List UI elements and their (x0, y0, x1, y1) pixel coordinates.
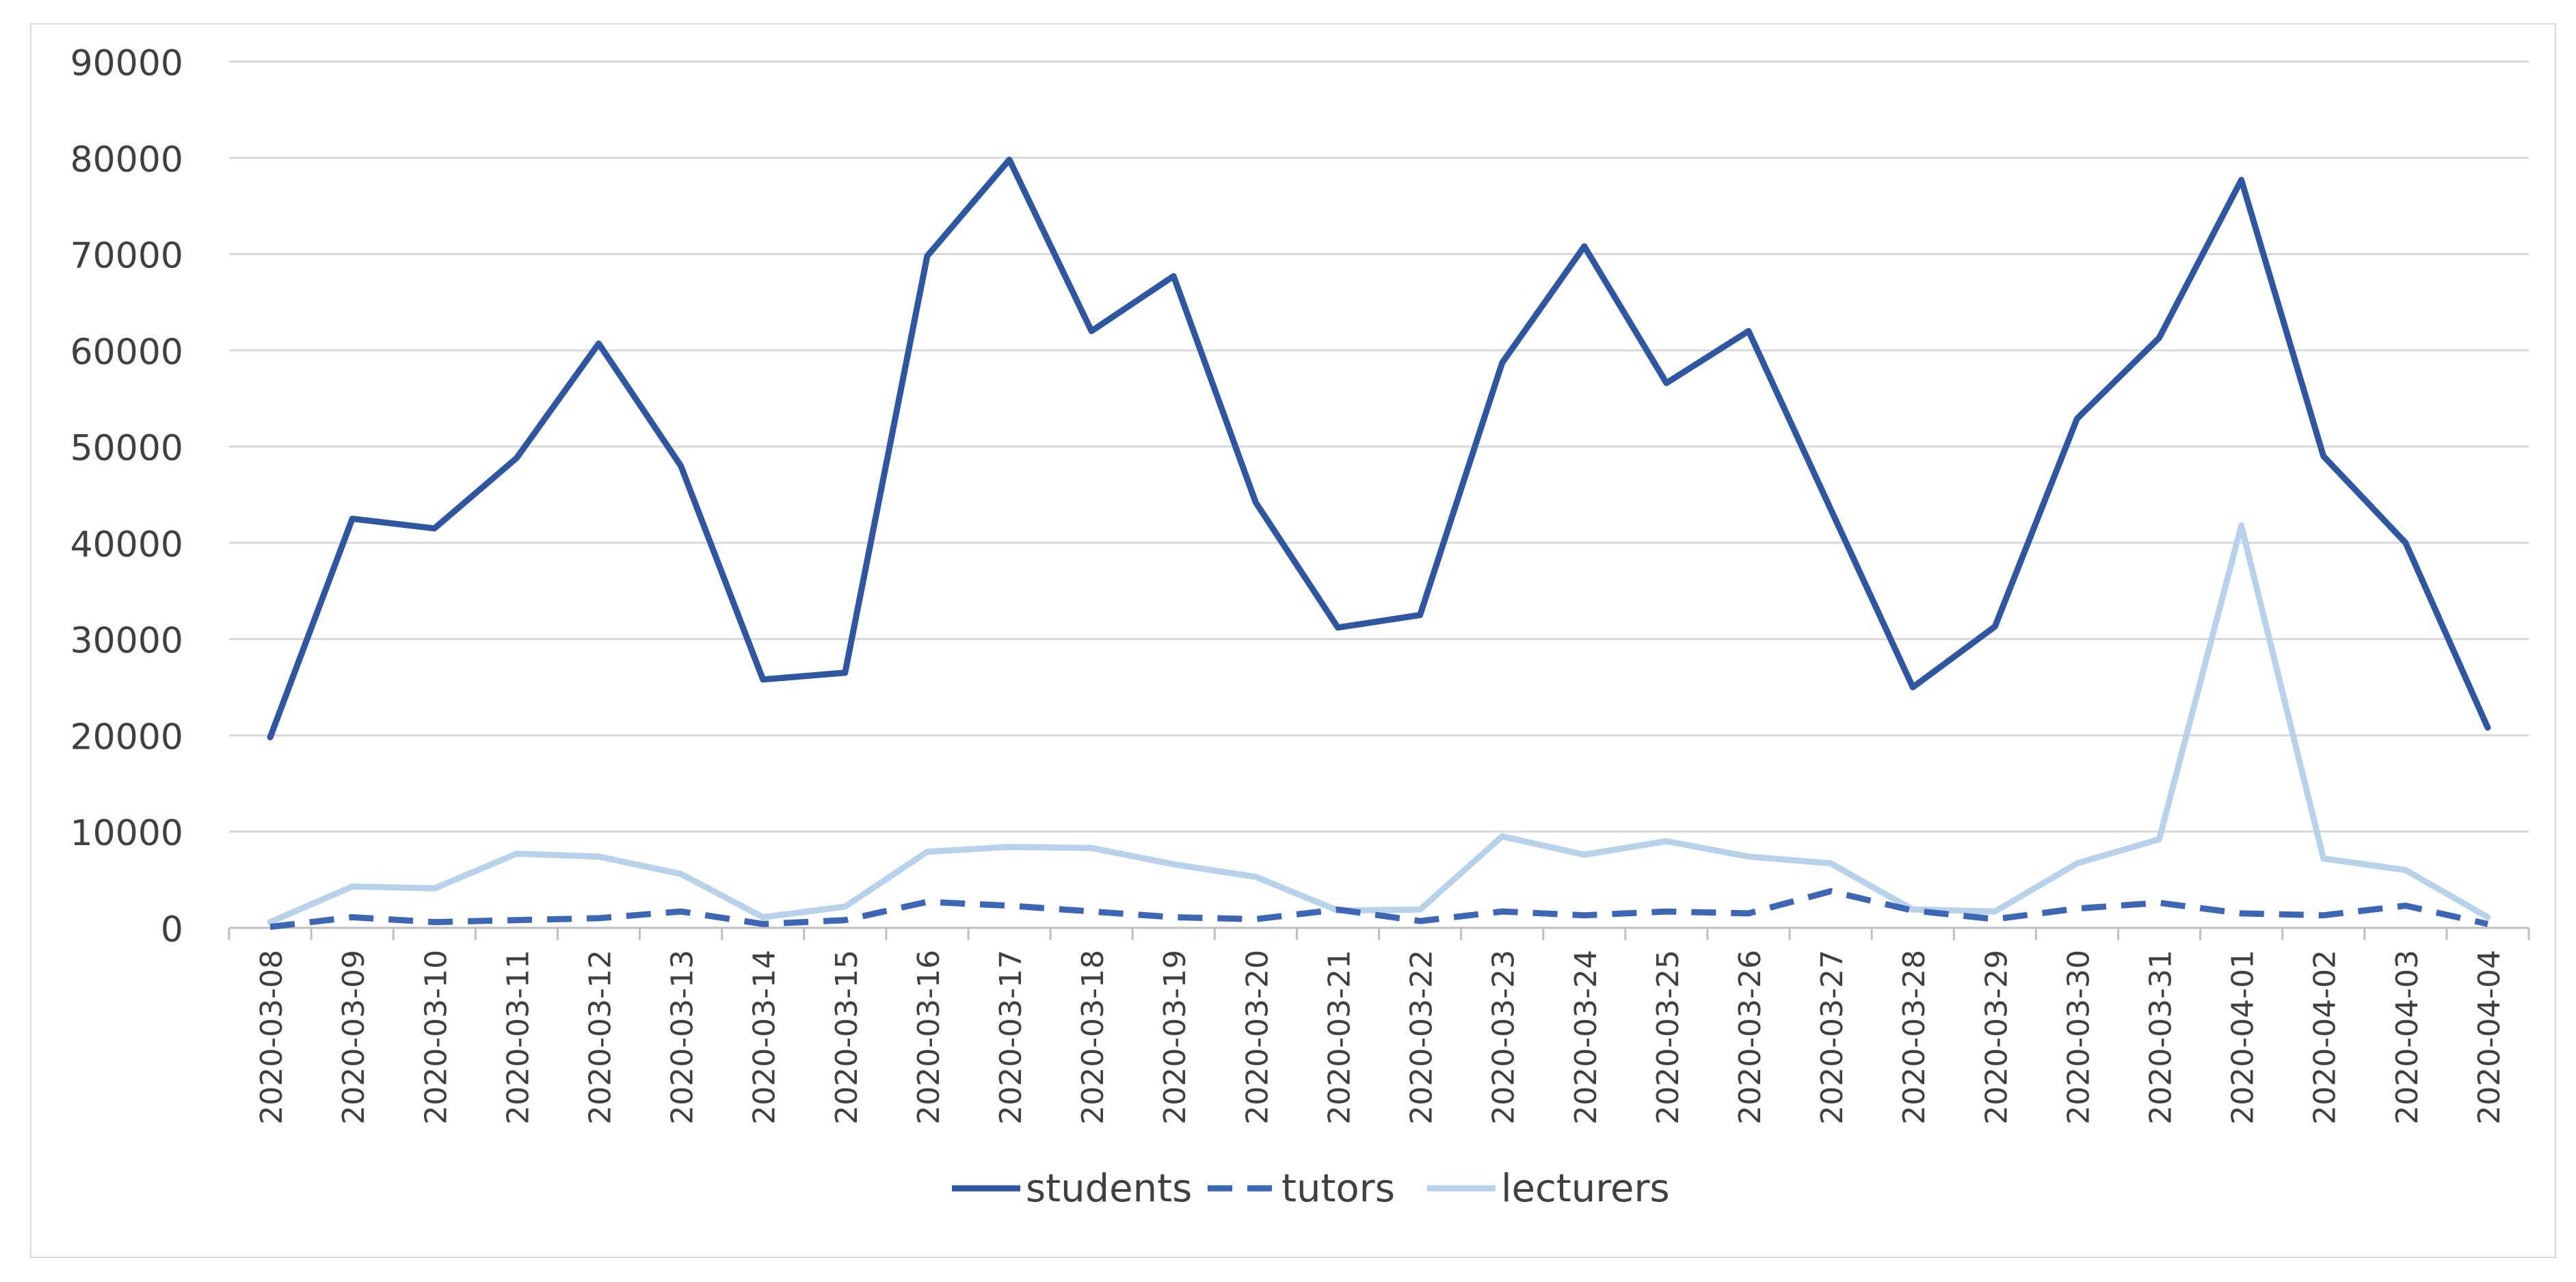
x-tick-label: 2020-04-02 (2308, 950, 2343, 1125)
x-tick-label: 2020-03-14 (747, 950, 782, 1125)
y-tick-label: 90000 (70, 43, 183, 84)
x-tick-label: 2020-03-17 (994, 950, 1028, 1125)
y-tick-label: 20000 (70, 717, 183, 758)
x-tick-label: 2020-03-19 (1158, 950, 1193, 1125)
x-tick-label: 2020-03-10 (419, 950, 453, 1125)
x-tick-label: 2020-03-31 (2144, 950, 2179, 1125)
x-tick-label: 2020-03-09 (336, 950, 371, 1125)
x-tick-label: 2020-04-01 (2226, 950, 2261, 1125)
series-line-students (267, 157, 2491, 740)
x-tick-label: 2020-03-22 (1405, 950, 1439, 1125)
x-tick-label: 2020-03-24 (1569, 950, 1604, 1125)
x-tick-label: 2020-03-18 (1076, 950, 1111, 1125)
x-tick-label: 2020-03-29 (1979, 950, 2014, 1125)
x-tick-label: 2020-03-16 (912, 950, 946, 1125)
x-tick-label: 2020-03-15 (829, 950, 864, 1125)
x-tick-label: 2020-03-12 (583, 950, 618, 1125)
y-tick-label: 50000 (70, 428, 183, 469)
series-line-lecturers (267, 522, 2491, 926)
legend-item-tutors[interactable]: tutors (1208, 1166, 1395, 1211)
series-lines (267, 157, 2491, 931)
x-tick-label: 2020-03-30 (2061, 950, 2096, 1125)
x-tick-label: 2020-04-03 (2390, 950, 2425, 1125)
y-tick-label: 0 (161, 909, 183, 950)
y-tick-label: 10000 (70, 813, 183, 854)
legend-label-tutors: tutors (1282, 1166, 1395, 1211)
x-tick-label: 2020-03-23 (1487, 950, 1522, 1125)
x-tick-label: 2020-03-21 (1322, 950, 1357, 1125)
y-tick-label: 40000 (70, 524, 183, 565)
x-tick-label: 2020-03-27 (1815, 950, 1850, 1125)
chart-frame (30, 23, 2556, 1258)
y-tick-label: 70000 (70, 236, 183, 277)
legend-item-lecturers[interactable]: lecturers (1427, 1166, 1670, 1211)
y-tick-label: 80000 (70, 139, 183, 181)
x-tick-label: 2020-03-20 (1240, 950, 1275, 1125)
x-tick-label: 2020-03-11 (501, 950, 535, 1125)
axes (228, 926, 2530, 940)
series-line-tutors (269, 888, 2488, 931)
legend-label-lecturers: lecturers (1501, 1166, 1670, 1211)
legend-item-students[interactable]: students (952, 1166, 1192, 1211)
grid-lines (229, 60, 2529, 833)
x-tick-label: 2020-03-28 (1897, 950, 1932, 1125)
y-tick-label: 60000 (70, 332, 183, 373)
y-tick-label: 30000 (70, 621, 183, 662)
legend-label-students: students (1026, 1166, 1192, 1211)
x-tick-label: 2020-03-13 (665, 950, 700, 1125)
x-tick-label: 2020-03-08 (254, 950, 289, 1125)
y-tick-labels: 0 10000 20000 30000 40000 50000 60000 70000 8000… (70, 43, 183, 950)
x-tick-label: 2020-03-25 (1651, 950, 1686, 1125)
x-tick-labels: 2020-03-08 2020-03-09 2020-03-10 2020-03-11… (254, 950, 2507, 1125)
x-tick-label: 2020-04-04 (2472, 950, 2507, 1125)
legend[interactable]: students tutors lecturers (952, 1166, 1670, 1211)
x-tick-label: 2020-03-26 (1733, 950, 1768, 1125)
